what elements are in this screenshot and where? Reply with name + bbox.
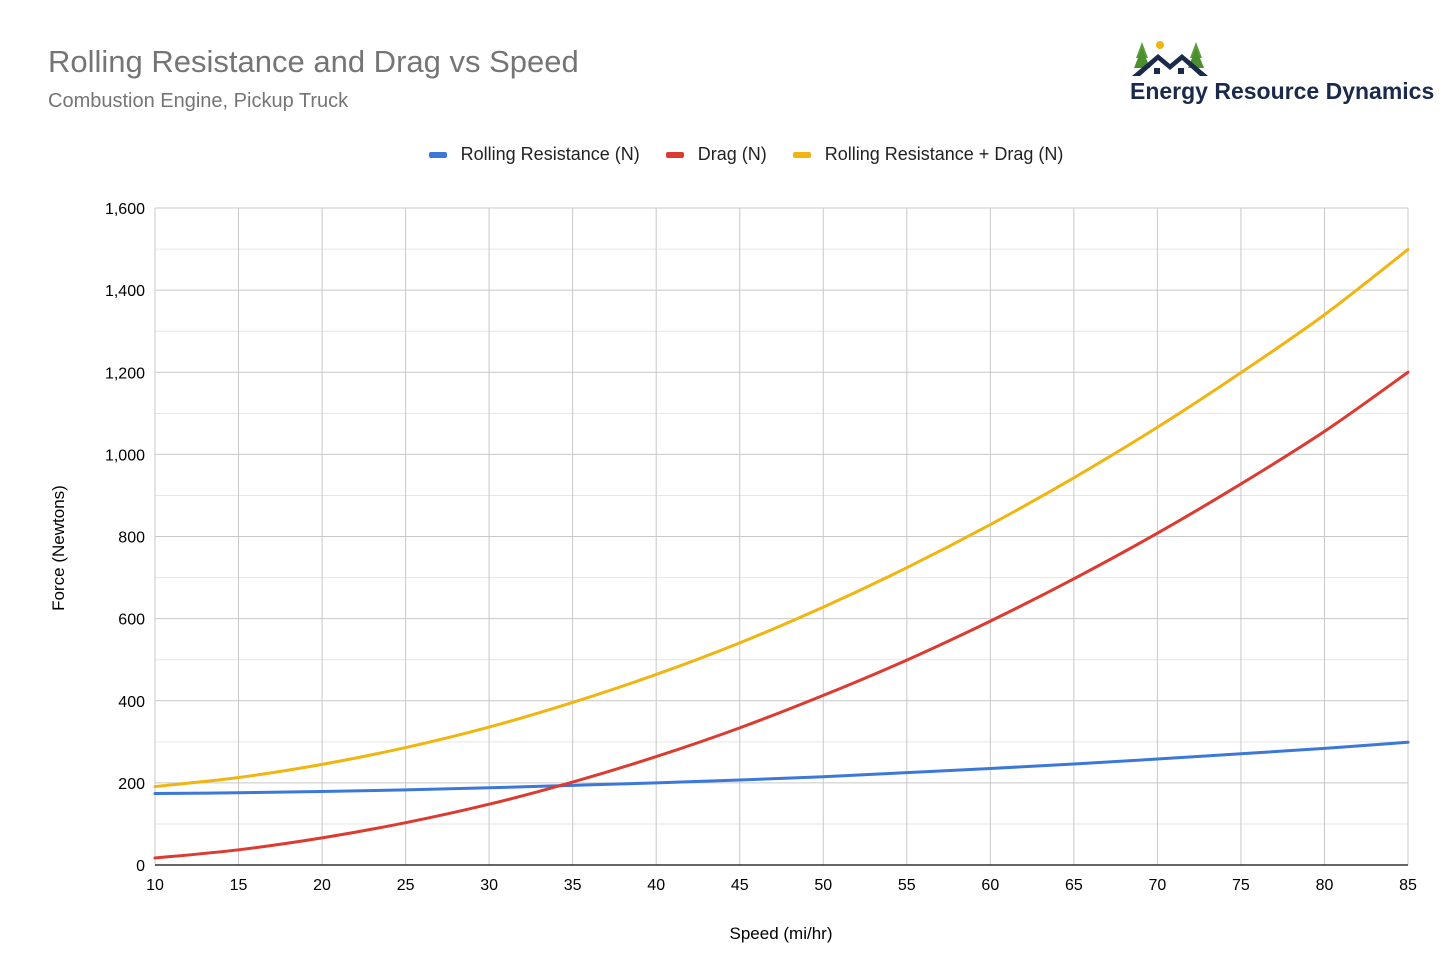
legend-swatch-drag bbox=[665, 151, 684, 158]
series-lines bbox=[153, 247, 1410, 860]
x-axis-ticks: 10 15 20 25 30 35 40 45 50 55 60 65 70 75 80 85 bbox=[146, 877, 1417, 894]
chart-subtitle: Combustion Engine, Pickup Truck bbox=[48, 90, 349, 112]
grid-lines bbox=[154, 207, 1409, 866]
y-tick-label: 600 bbox=[118, 612, 145, 629]
x-tick-label: 25 bbox=[397, 877, 415, 894]
series-line-2 bbox=[153, 247, 1410, 789]
y-tick-label: 1,200 bbox=[105, 365, 145, 382]
brand-logo: Energy Resource Dynamics bbox=[1126, 38, 1436, 108]
x-tick-label: 15 bbox=[230, 877, 248, 894]
legend-swatch-rolling bbox=[428, 151, 447, 158]
legend-item-drag: Drag (N) bbox=[665, 144, 767, 165]
y-axis-title: Force (Newtons) bbox=[49, 485, 68, 611]
logo-text: Energy Resource Dynamics bbox=[1130, 78, 1435, 104]
y-tick-label: 1,600 bbox=[105, 201, 145, 218]
x-tick-label: 30 bbox=[480, 877, 498, 894]
y-tick-label: 200 bbox=[118, 776, 145, 793]
y-axis-ticks: 0 200 400 600 800 1,000 1,200 1,400 1,600 bbox=[105, 201, 145, 875]
legend-item-rolling: Rolling Resistance (N) bbox=[428, 144, 640, 165]
legend-label-total: Rolling Resistance + Drag (N) bbox=[824, 144, 1064, 164]
x-tick-label: 45 bbox=[731, 877, 749, 894]
x-tick-label: 65 bbox=[1065, 877, 1083, 894]
x-tick-label: 70 bbox=[1149, 877, 1167, 894]
y-tick-label: 1,400 bbox=[105, 283, 145, 300]
x-tick-label: 40 bbox=[647, 877, 665, 894]
legend-label-drag: Drag (N) bbox=[697, 144, 767, 164]
chart-legend: Rolling Resistance (N) Drag (N) Rolling … bbox=[0, 144, 1456, 165]
legend-swatch-total bbox=[792, 151, 811, 158]
series-line-0 bbox=[153, 740, 1410, 796]
y-tick-label: 1,000 bbox=[105, 447, 145, 464]
y-tick-label: 400 bbox=[118, 694, 145, 711]
legend-label-rolling: Rolling Resistance (N) bbox=[460, 144, 640, 164]
x-tick-label: 50 bbox=[814, 877, 832, 894]
series-line-1 bbox=[153, 370, 1410, 860]
x-tick-label: 20 bbox=[313, 877, 331, 894]
x-tick-label: 55 bbox=[898, 877, 916, 894]
y-tick-label: 0 bbox=[136, 858, 145, 875]
house-trees-sun-icon bbox=[1132, 41, 1208, 76]
legend-item-total: Rolling Resistance + Drag (N) bbox=[792, 144, 1064, 165]
chart-title: Rolling Resistance and Drag vs Speed bbox=[48, 44, 579, 79]
y-tick-label: 800 bbox=[118, 530, 145, 547]
x-axis-title: Speed (mi/hr) bbox=[730, 924, 833, 943]
x-tick-label: 75 bbox=[1232, 877, 1250, 894]
x-tick-label: 80 bbox=[1316, 877, 1334, 894]
x-tick-label: 35 bbox=[564, 877, 582, 894]
x-tick-label: 60 bbox=[981, 877, 999, 894]
x-tick-label: 10 bbox=[146, 877, 164, 894]
x-tick-label: 85 bbox=[1399, 877, 1417, 894]
